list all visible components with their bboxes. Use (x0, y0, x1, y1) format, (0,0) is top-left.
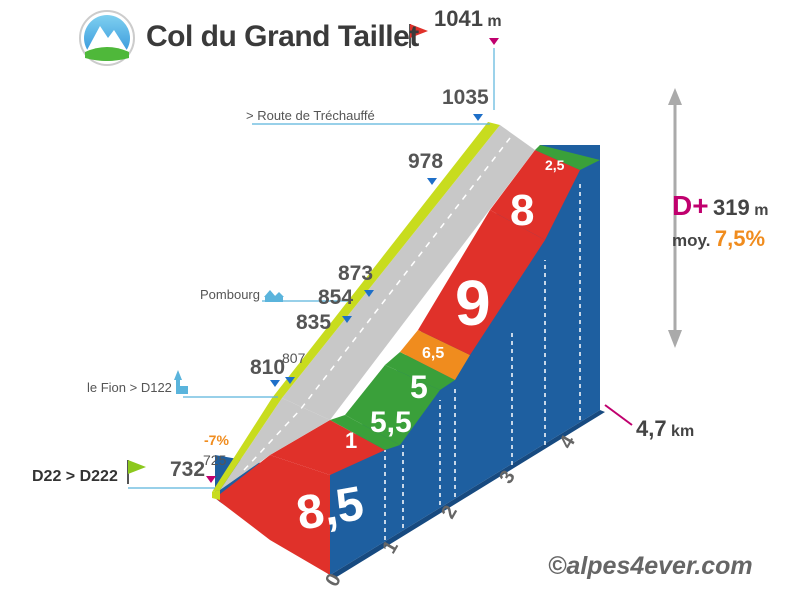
elevation-label: 1035 (442, 86, 489, 109)
mountain-logo-icon (79, 10, 135, 66)
grade-segment-3 (345, 365, 440, 445)
waypoint-label: D22 > D222 (32, 468, 118, 485)
grade-segment-1-front (270, 455, 330, 575)
grade-segment-7 (490, 150, 580, 240)
waypoint-label: > Route de Tréchauffé (246, 108, 375, 123)
grade-label: 5,5 (370, 406, 412, 439)
road-verge (212, 122, 500, 500)
page-title: Col du Grand Taillet (146, 20, 419, 53)
village-icon (264, 290, 284, 302)
average-grade-stat: moy. 7,5% (672, 226, 766, 251)
grade-segment-2 (330, 415, 400, 450)
elevation-label: 725 (203, 452, 227, 468)
church-icon (174, 370, 188, 394)
summit-flag-icon (409, 24, 428, 48)
distance-tick (604, 404, 633, 426)
elevation-label: 807 (282, 350, 306, 366)
elevation-markers (270, 114, 483, 387)
grade-label: 8,5 (293, 477, 368, 541)
total-distance: 4,7 km (636, 416, 695, 441)
elevation-label: 978 (408, 150, 444, 173)
grade-label: 8 (510, 186, 534, 235)
max-grade-label: -7% (204, 432, 229, 448)
grade-label: 6,5 (422, 345, 444, 362)
dplus-stat: D+ 319 m (672, 190, 769, 221)
grade-labels: 8,5 1 5,5 5 6,5 9 8 2,5 (293, 157, 565, 541)
elevation-label: 854 (318, 286, 354, 309)
grade-segment-1 (270, 420, 385, 475)
elevation-label: 873 (338, 262, 374, 285)
grade-segment-8 (535, 145, 600, 170)
grade-segment-5 (400, 330, 470, 380)
grade-label: 9 (455, 267, 491, 339)
km-guides (384, 180, 581, 540)
elevation-label: 835 (296, 311, 332, 334)
dplus-arrow (668, 88, 682, 348)
grade-label: 2,5 (545, 157, 565, 173)
grade-label: 5 (410, 369, 428, 405)
elevation-label: 732 (170, 458, 206, 481)
road-surface (220, 125, 535, 490)
grade-band (215, 145, 600, 575)
start-flag-icon (127, 460, 146, 484)
summit-elevation: 1041 m (434, 6, 502, 31)
label-leaders (128, 123, 490, 489)
grade-segment-6 (418, 210, 545, 355)
grade-label: 1 (345, 428, 357, 453)
waypoint-label: le Fion > D122 (87, 380, 172, 395)
grade-segment-4 (385, 352, 455, 390)
magenta-markers (206, 38, 499, 483)
credit: ©alpes4ever.com (548, 552, 753, 580)
waypoint-label: Pombourg (200, 287, 260, 302)
elevation-label: 810 (250, 356, 286, 379)
